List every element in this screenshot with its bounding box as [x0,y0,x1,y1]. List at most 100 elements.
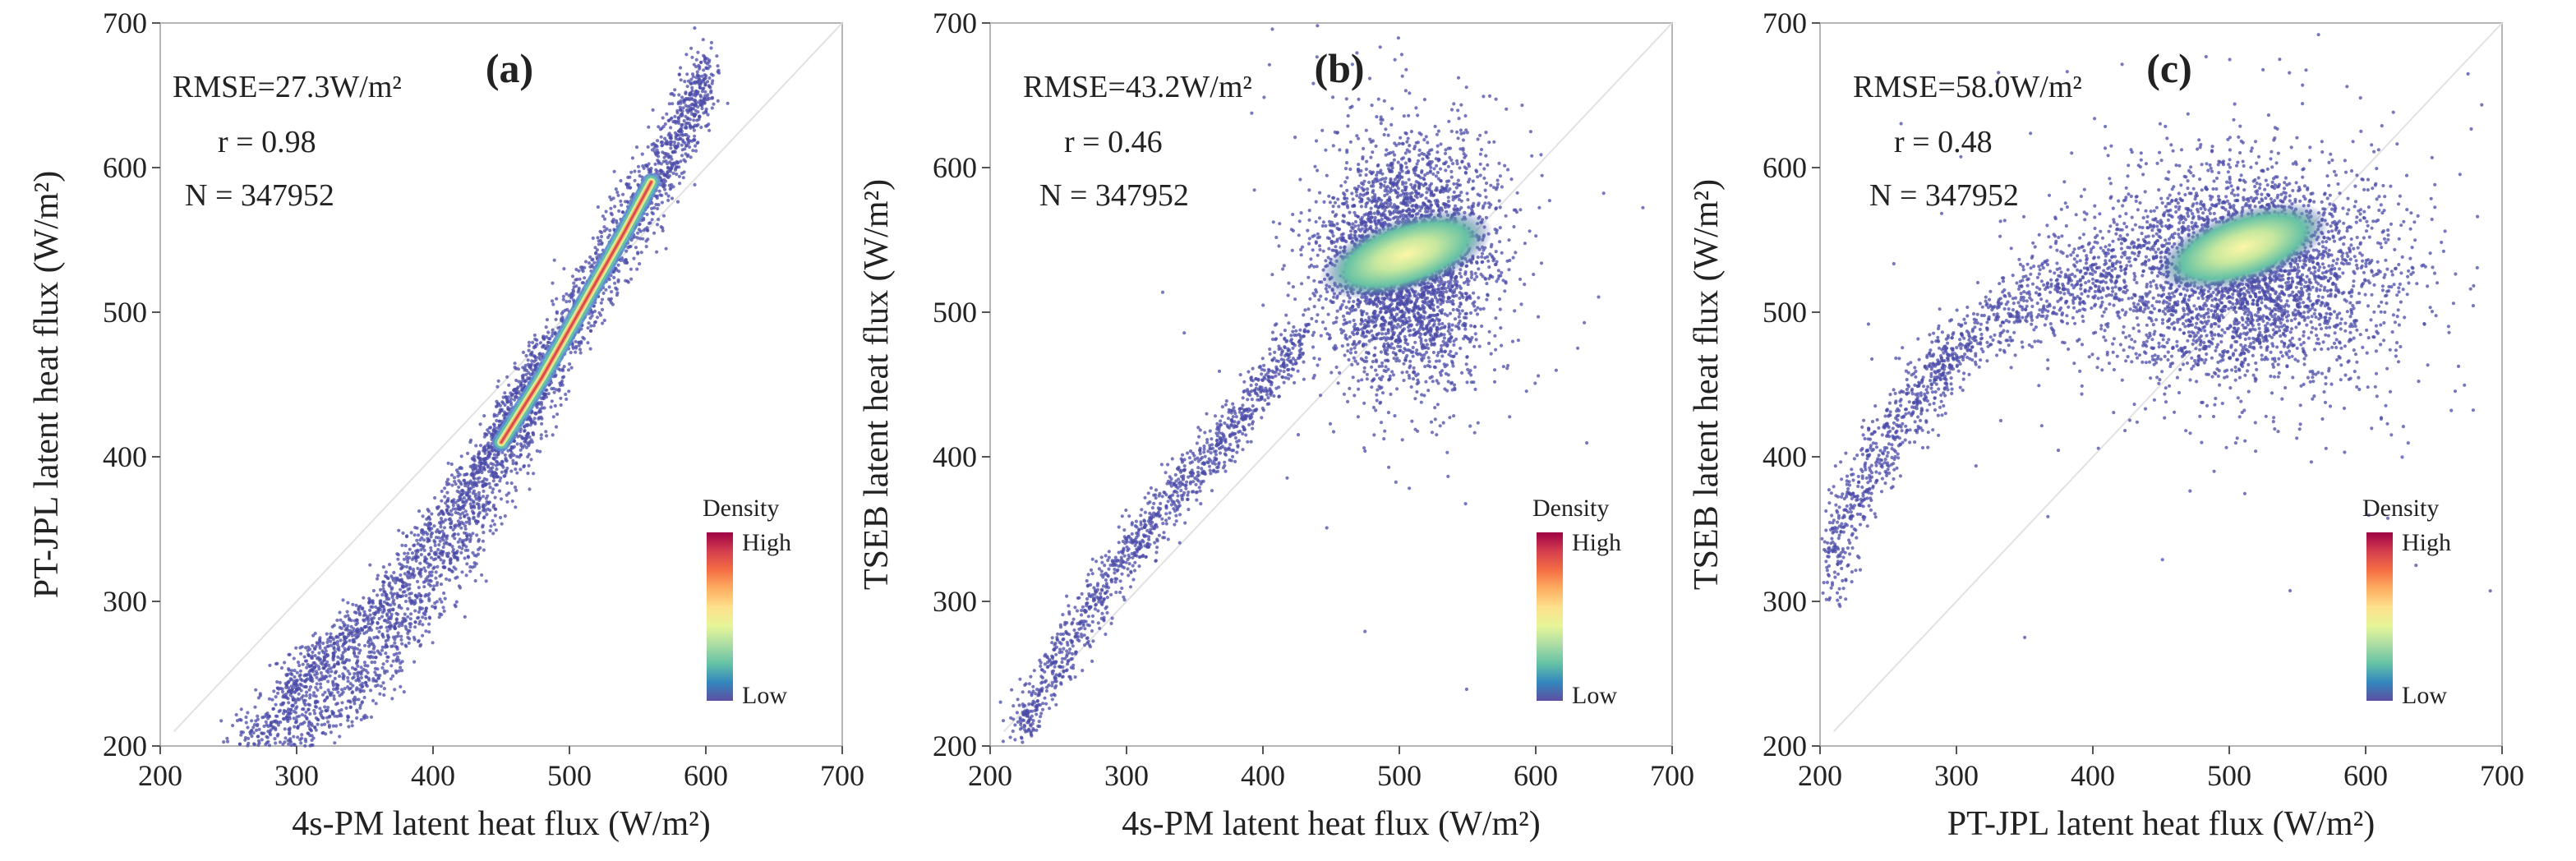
scatter-point [379,684,383,688]
scatter-point [1226,425,1230,429]
scatter-point [694,58,698,62]
scatter-point [395,596,399,600]
scatter-point [413,599,417,603]
scatter-point [406,560,410,564]
scatter-point [1237,420,1241,424]
scatter-point [613,281,617,285]
scatter-point [316,718,320,722]
scatter-point [1035,707,1039,711]
scatter-point [691,149,695,153]
scatter-point [289,691,293,695]
scatter-point [509,397,514,401]
scatter-point [481,539,486,543]
scatter-point [247,741,251,745]
scatter-point [440,573,444,578]
scatter-point [274,702,278,707]
scatter-point [500,522,504,526]
scatter-point [682,119,686,123]
scatter-point [417,638,421,643]
scatter-point [1162,531,1166,535]
scatter-point [445,508,449,512]
scatter-point [657,203,661,207]
scatter-point [438,551,442,555]
scatter-point [1174,513,1178,518]
scatter-point [644,245,648,249]
scatter-point [428,583,433,588]
scatter-point [368,613,372,617]
scatter-point [1202,450,1206,454]
scatter-point [457,507,461,511]
scatter-point [1233,420,1237,424]
density-color-bar [707,532,733,701]
scatter-point [358,706,362,710]
scatter-point [1269,380,1273,384]
scatter-point [696,50,700,54]
scatter-point [1101,600,1105,604]
scatter-point [583,276,587,280]
scatter-point [368,608,372,613]
scatter-point [621,192,625,196]
scatter-point [629,170,634,174]
scatter-point [254,688,258,692]
scatter-point [1115,559,1119,564]
scatter-point [367,626,371,630]
scatter-point [1190,490,1195,494]
scatter-point [304,646,308,650]
scatter-point [1053,676,1058,681]
scatter-point [1209,472,1213,476]
scatter-point [256,714,260,718]
scatter-point [514,462,518,466]
y-tick-label: 600 [103,151,147,184]
scatter-point [458,472,462,477]
scatter-point [505,469,509,473]
scatter-point [380,665,385,670]
scatter-point [334,702,339,707]
scatter-point [1241,425,1245,429]
scatter-point [568,362,572,366]
scatter-point [568,299,572,303]
scatter-point [1073,675,1077,679]
scatter-point [1189,480,1193,484]
scatter-point [477,502,481,507]
scatter-point [1127,555,1131,559]
scatter-point [1254,408,1258,412]
scatter-point [486,500,491,504]
scatter-point [1146,501,1150,505]
scatter-point [381,605,385,609]
scatter-point [1237,430,1241,435]
scatter-point [551,415,555,419]
scatter-point [654,202,658,207]
scatter-point [1170,500,1174,504]
scatter-point [1058,632,1063,637]
scatter-point [695,70,699,74]
scatter-point [1223,452,1227,456]
scatter-point [1113,563,1117,568]
scatter-point [339,722,343,727]
scatter-point [293,725,297,729]
scatter-point [313,654,317,658]
scatter-point [457,479,461,483]
scatter-point [1130,523,1134,527]
scatter-point [518,448,523,452]
scatter-point [309,729,313,733]
scatter-point [1260,357,1265,361]
scatter-point [1065,594,1069,598]
scatter-point [550,299,555,303]
scatter-point [1180,498,1184,502]
scatter-point [408,624,412,629]
scatter-point [403,617,407,621]
scatter-point [555,311,560,315]
scatter-point [315,675,319,679]
scatter-point [630,156,635,160]
scatter-point [496,379,500,383]
scatter-point [648,221,652,225]
scatter-point [1058,647,1062,652]
scatter-point [1279,369,1283,373]
scatter-point [702,68,706,72]
scatter-point [501,401,505,405]
scatter-point [614,286,618,290]
scatter-point [486,463,491,468]
x-tick-label: 700 [820,759,864,792]
scatter-point [624,279,628,283]
scatter-point [574,267,578,272]
